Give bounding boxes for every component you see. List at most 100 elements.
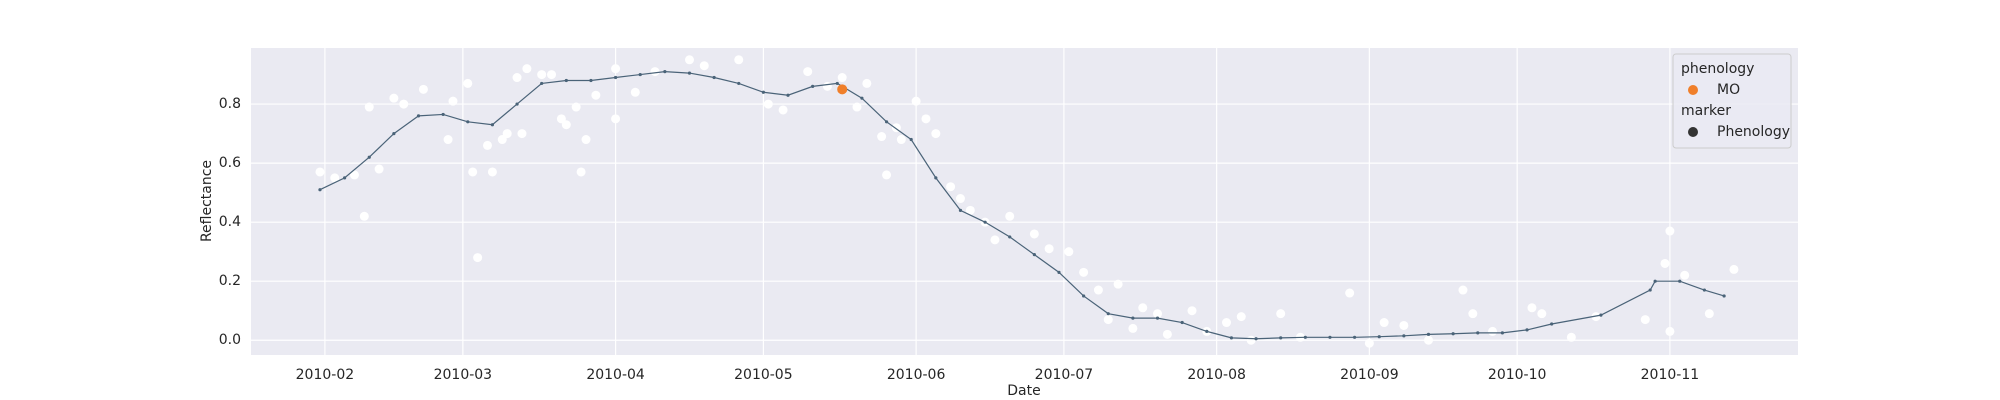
point [497,135,507,145]
point [330,173,340,183]
line-vertex [318,188,322,192]
point [630,87,640,97]
line-vertex [687,71,692,75]
line-vertex [1426,332,1431,336]
x-axis-label: Date [1007,383,1040,399]
point [946,182,956,192]
x-tick-label: 2010-09 [1340,367,1399,383]
point [349,170,359,180]
line-vertex [416,114,421,118]
line-vertex [589,78,593,83]
legend-label: Phenology [1717,124,1790,140]
x-tick-label: 2010-10 [1488,367,1547,383]
line-vertex [1525,328,1529,332]
point [1488,326,1498,336]
point [911,96,921,106]
point [463,78,473,88]
line-vertex [737,81,741,86]
x-tick-label: 2010-03 [434,367,493,383]
line-vertex [367,155,371,159]
line-vertex [811,84,815,88]
line-vertex [1377,335,1381,339]
point [1537,309,1547,319]
point [990,235,1000,245]
line-vertex [1008,235,1012,239]
point [517,129,527,139]
line-vertex [564,78,568,83]
line-vertex [909,137,913,142]
y-tick-label: 0.6 [219,155,241,171]
point [611,64,621,74]
line-vertex [1155,316,1160,320]
legend-box [1672,53,1792,149]
y-axis-label: Reflectance [199,160,215,242]
legend-marker [1688,127,1698,137]
point [822,81,832,91]
line-vertex [1032,253,1036,257]
line-vertex [515,102,519,106]
point [581,135,591,145]
point [734,55,744,65]
line-vertex [663,70,667,74]
point [1680,270,1690,280]
point [1236,312,1246,322]
x-tick-label: 2010-08 [1187,367,1246,383]
point [965,205,975,215]
point [315,167,325,177]
line-vertex [1476,331,1480,335]
point [882,170,892,180]
line-vertex [1180,320,1184,325]
line-vertex [1500,331,1504,335]
x-tick-label: 2010-11 [1641,367,1700,383]
point [1468,309,1478,319]
line-vertex [441,112,445,117]
line-vertex [958,208,963,212]
y-tick-label: 0.4 [219,214,241,230]
line-vertex [761,90,765,94]
point [448,96,458,106]
point [1138,303,1148,313]
x-tick-label: 2010-05 [734,367,793,383]
point [482,140,492,150]
line-vertex [466,120,470,124]
point [547,70,557,80]
x-tick-label: 2010-06 [887,367,946,383]
line-vertex [1229,336,1234,340]
point [611,114,621,124]
point [931,129,941,139]
line-vertex [392,132,396,136]
line-vertex [1279,336,1283,340]
point [1029,229,1039,239]
point [1660,258,1670,268]
line-vertex [1057,270,1061,274]
line-vertex [884,120,889,124]
point [487,167,497,177]
point [537,70,547,80]
point [1665,326,1675,336]
point [1113,279,1123,289]
line-vertex [1722,294,1726,298]
point [1079,267,1089,277]
point [699,61,709,71]
line-vertex [1131,316,1135,320]
point [862,78,872,88]
line-vertex [613,75,618,80]
point [522,64,532,74]
x-tick-label: 2010-04 [586,367,645,383]
point [1044,244,1054,254]
point [1103,315,1113,325]
line-vertex [934,176,938,180]
line-vertex [786,93,790,97]
line-vertex [1599,313,1603,317]
line-vertex [1352,335,1357,339]
point [443,135,453,145]
point [763,99,773,109]
line-vertex [835,81,839,86]
point [852,102,862,112]
point [803,67,813,77]
line-vertex [1303,335,1307,339]
point [1640,315,1650,325]
marks [315,55,1739,348]
x-tick-label: 2010-07 [1035,367,1094,383]
